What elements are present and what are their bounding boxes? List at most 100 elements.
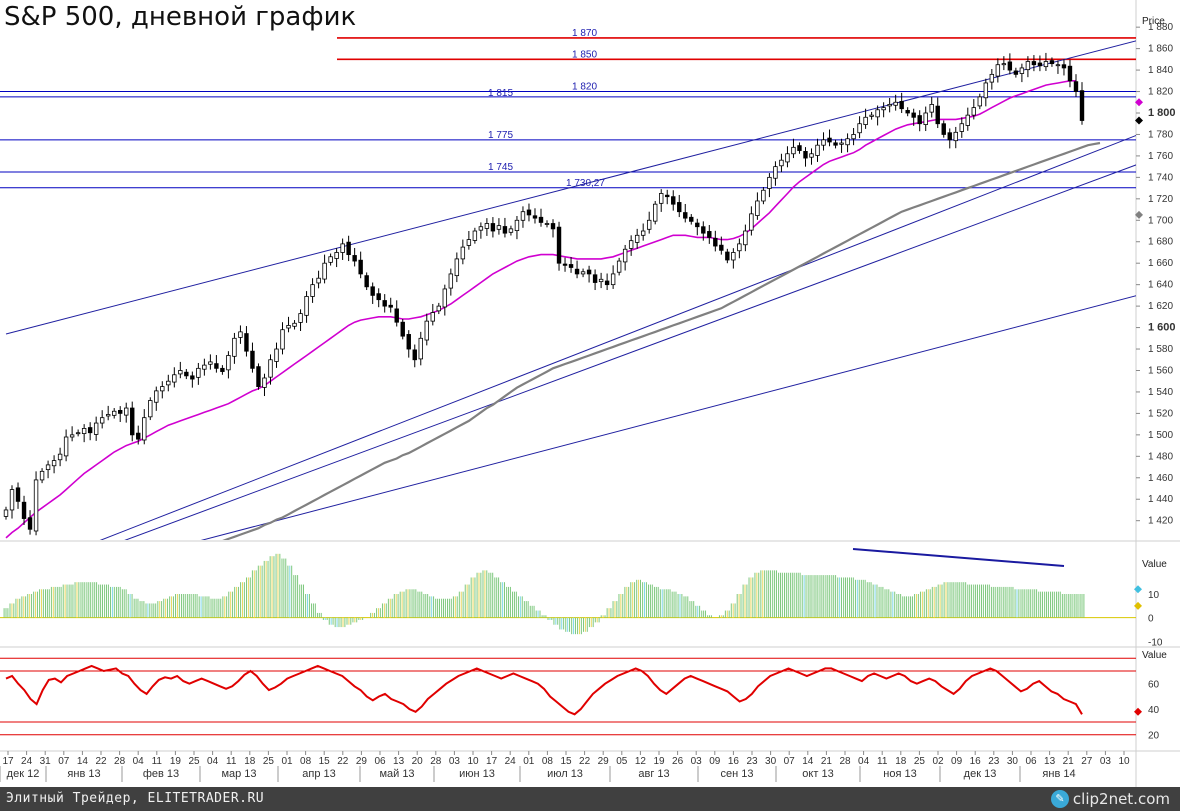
- candle[interactable]: [977, 93, 983, 110]
- candle[interactable]: [514, 215, 520, 240]
- candle[interactable]: [887, 97, 892, 113]
- candle[interactable]: [616, 257, 622, 276]
- candle[interactable]: [178, 361, 183, 379]
- candle[interactable]: [1019, 63, 1025, 83]
- candle[interactable]: [364, 272, 369, 291]
- candle[interactable]: [310, 278, 315, 303]
- candle[interactable]: [184, 368, 189, 380]
- candle[interactable]: [136, 425, 141, 445]
- candle[interactable]: [130, 401, 135, 442]
- candle[interactable]: [821, 132, 826, 151]
- candle[interactable]: [665, 189, 670, 205]
- candle[interactable]: [244, 326, 249, 357]
- candle[interactable]: [352, 247, 357, 267]
- candle[interactable]: [45, 460, 51, 479]
- candle[interactable]: [250, 342, 255, 373]
- candle[interactable]: [87, 422, 93, 441]
- candle[interactable]: [749, 206, 754, 236]
- candle[interactable]: [27, 510, 33, 535]
- candle[interactable]: [568, 256, 574, 273]
- candle[interactable]: [857, 116, 862, 139]
- candle[interactable]: [406, 330, 411, 358]
- candle[interactable]: [316, 270, 321, 289]
- candle[interactable]: [75, 429, 81, 437]
- candle[interactable]: [9, 485, 15, 519]
- candle[interactable]: [965, 107, 970, 131]
- candle[interactable]: [99, 410, 105, 429]
- candle[interactable]: [214, 355, 219, 373]
- candle[interactable]: [526, 203, 532, 222]
- candle[interactable]: [412, 344, 417, 368]
- candle[interactable]: [1055, 60, 1061, 74]
- candle[interactable]: [400, 318, 405, 340]
- candle[interactable]: [791, 138, 796, 159]
- candle[interactable]: [160, 381, 165, 399]
- candle[interactable]: [166, 374, 171, 392]
- candle[interactable]: [869, 111, 874, 120]
- candle[interactable]: [220, 365, 225, 375]
- candle[interactable]: [490, 217, 496, 238]
- candle[interactable]: [689, 214, 694, 225]
- candle[interactable]: [646, 211, 652, 234]
- candle[interactable]: [496, 218, 502, 235]
- candle[interactable]: [809, 148, 814, 165]
- candle[interactable]: [105, 405, 111, 421]
- candle[interactable]: [502, 217, 508, 238]
- candle[interactable]: [508, 225, 514, 236]
- candle[interactable]: [671, 190, 676, 211]
- candle[interactable]: [430, 303, 435, 326]
- candle[interactable]: [701, 221, 706, 241]
- candle[interactable]: [893, 94, 898, 111]
- candle[interactable]: [911, 108, 916, 126]
- candle[interactable]: [953, 126, 958, 149]
- candle[interactable]: [797, 142, 802, 154]
- candle[interactable]: [1073, 74, 1079, 97]
- candle[interactable]: [286, 316, 291, 333]
- candle[interactable]: [653, 200, 658, 225]
- candle[interactable]: [598, 272, 604, 289]
- candle[interactable]: [1025, 56, 1031, 78]
- candle[interactable]: [358, 251, 363, 279]
- candle[interactable]: [1001, 56, 1007, 71]
- candle[interactable]: [845, 133, 850, 153]
- candle[interactable]: [677, 194, 682, 218]
- candle[interactable]: [875, 105, 880, 126]
- candle[interactable]: [1079, 82, 1085, 125]
- candle[interactable]: [737, 238, 742, 259]
- candle[interactable]: [190, 371, 195, 388]
- candle[interactable]: [1067, 59, 1073, 88]
- candle[interactable]: [815, 138, 820, 162]
- candle[interactable]: [520, 206, 526, 228]
- candle[interactable]: [142, 409, 147, 445]
- candle[interactable]: [634, 228, 640, 249]
- candle[interactable]: [202, 358, 207, 376]
- candle[interactable]: [478, 222, 484, 239]
- candle[interactable]: [959, 117, 964, 138]
- candle[interactable]: [761, 187, 766, 205]
- candle[interactable]: [172, 367, 177, 388]
- candle[interactable]: [448, 268, 454, 296]
- candle[interactable]: [328, 253, 333, 266]
- candle[interactable]: [971, 99, 977, 120]
- candle[interactable]: [610, 265, 616, 289]
- candle[interactable]: [346, 235, 351, 262]
- candle[interactable]: [1031, 55, 1037, 72]
- candle[interactable]: [382, 294, 387, 313]
- candle[interactable]: [1037, 55, 1043, 72]
- candle[interactable]: [544, 220, 550, 228]
- candle[interactable]: [376, 288, 381, 308]
- candle[interactable]: [983, 78, 989, 107]
- candle[interactable]: [725, 248, 730, 264]
- candle[interactable]: [640, 223, 646, 241]
- candle[interactable]: [154, 386, 159, 411]
- candle[interactable]: [1061, 59, 1067, 76]
- candle[interactable]: [659, 189, 664, 212]
- candle[interactable]: [424, 313, 429, 346]
- candle[interactable]: [21, 495, 27, 525]
- candle[interactable]: [57, 447, 63, 467]
- candle[interactable]: [238, 325, 243, 344]
- candle[interactable]: [484, 218, 490, 236]
- candle[interactable]: [1013, 67, 1019, 78]
- candle[interactable]: [232, 332, 237, 364]
